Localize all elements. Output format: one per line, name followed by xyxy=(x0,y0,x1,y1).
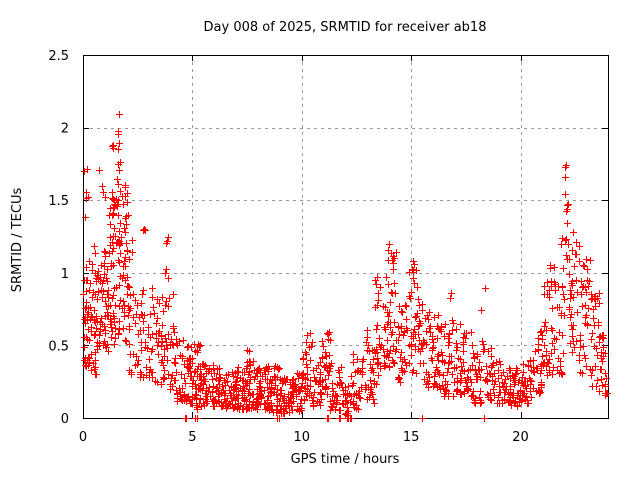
chart-layers: 0 5 10 15 20 0 0.5 1 1.5 2 2.5 xyxy=(48,49,611,445)
y-tick-label: 1 xyxy=(61,267,69,282)
chart-title: Day 008 of 2025, SRMTID for receiver ab1… xyxy=(204,20,487,35)
y-axis-label: SRMTID / TECUs xyxy=(10,188,25,293)
plot-border xyxy=(83,55,609,419)
y-tick-label: 2 xyxy=(61,122,69,137)
scatter-points xyxy=(80,111,611,422)
y-tick-label: 2.5 xyxy=(48,49,69,64)
y-tick-label: 0.5 xyxy=(48,339,69,354)
x-tick-label: 0 xyxy=(79,430,87,445)
y-tick-label: 0 xyxy=(61,412,69,427)
y-tick-label: 1.5 xyxy=(48,194,69,209)
x-axis-label: GPS time / hours xyxy=(291,452,400,467)
x-tick-label: 20 xyxy=(512,430,529,445)
x-tick-label: 10 xyxy=(293,430,310,445)
x-tick-label: 15 xyxy=(403,430,420,445)
x-tick-label: 5 xyxy=(188,430,196,445)
